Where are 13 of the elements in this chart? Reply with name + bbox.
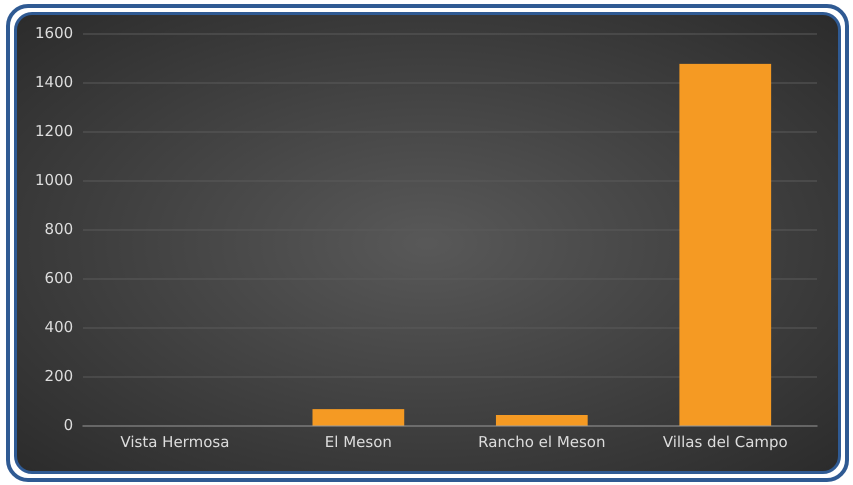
y-tick-label: 0 xyxy=(64,416,74,434)
y-tick-label: 1200 xyxy=(34,122,74,140)
y-tick-label: 200 xyxy=(44,366,74,385)
y-tick-label: 400 xyxy=(44,318,74,336)
x-tick-label: Rancho el Meson xyxy=(478,432,606,451)
y-tick-label: 600 xyxy=(44,268,74,287)
y-tick-label: 1000 xyxy=(34,170,74,189)
x-tick-label: Villas del Campo xyxy=(662,432,788,451)
x-tick-label: El Meson xyxy=(324,432,392,451)
y-tick-label: 800 xyxy=(44,220,74,238)
y-tick-label: 1400 xyxy=(34,72,74,91)
x-tick-label: Vista Hermosa xyxy=(120,432,230,451)
y-tick-label: 1600 xyxy=(34,24,74,42)
